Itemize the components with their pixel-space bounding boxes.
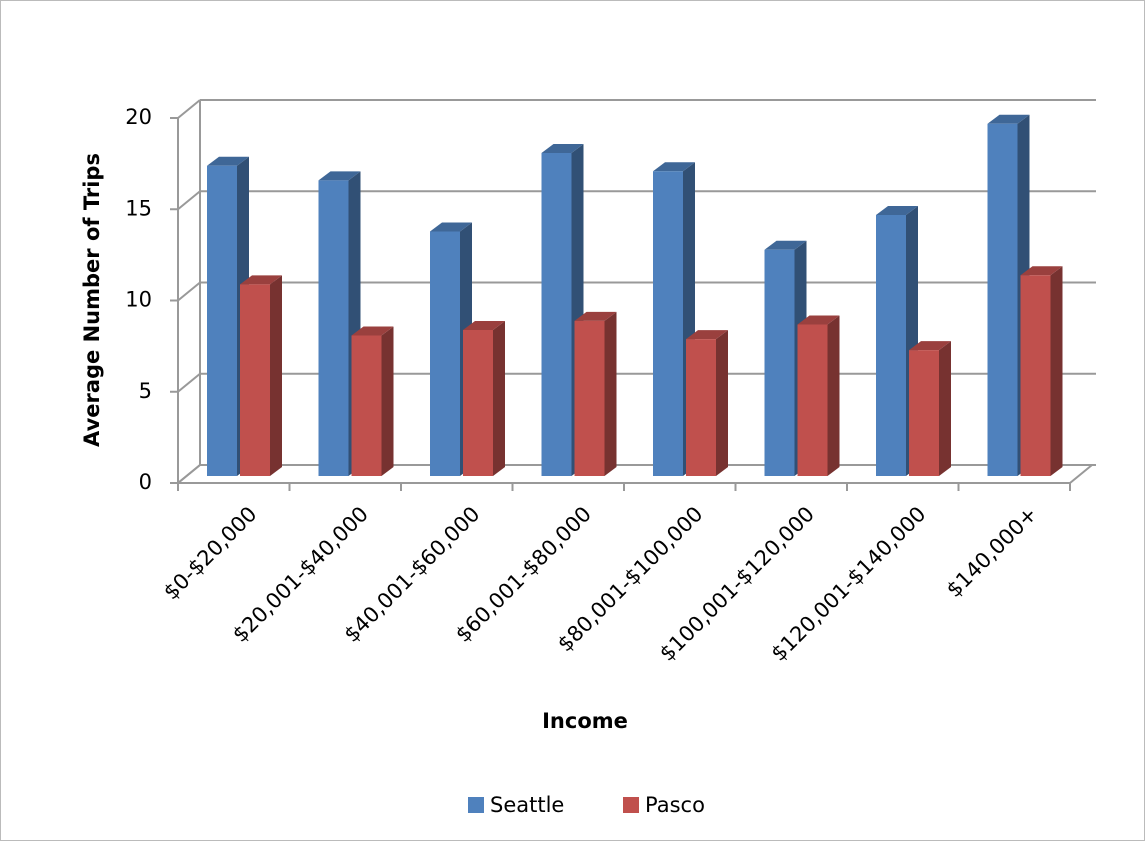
legend-label: Seattle — [490, 793, 564, 817]
bar-side — [1050, 266, 1063, 476]
bar — [463, 321, 505, 476]
bar — [909, 341, 951, 476]
bar-top — [430, 222, 472, 232]
grid-line — [177, 190, 201, 211]
y-tick-label: 10 — [125, 288, 152, 312]
bar-top — [876, 206, 918, 216]
bar-front — [1020, 275, 1051, 476]
bar-top — [797, 315, 840, 325]
bar-side — [604, 311, 617, 476]
grid-line — [177, 281, 201, 302]
legend-swatch — [623, 797, 639, 813]
bar-front — [797, 324, 828, 476]
y-tick-label: 15 — [125, 196, 152, 220]
bar — [1020, 266, 1063, 476]
bar-front — [574, 320, 605, 476]
bar-front — [876, 215, 906, 476]
bar — [240, 275, 282, 476]
bar-top — [207, 156, 249, 166]
legend-swatch — [468, 797, 484, 813]
bar-top — [909, 341, 951, 351]
bar-top — [574, 311, 617, 321]
bar-front — [653, 171, 683, 476]
bar-top — [240, 275, 282, 285]
bar — [574, 311, 617, 476]
bar-front — [351, 335, 382, 476]
bar-top — [686, 330, 728, 340]
legend-label: Pasco — [645, 793, 705, 817]
bar-front — [909, 350, 939, 476]
bar-front — [764, 249, 795, 476]
bar-front — [463, 330, 493, 476]
bar-front — [430, 231, 460, 476]
bar-side — [716, 330, 728, 476]
bar-top — [541, 143, 584, 153]
bar-front — [686, 339, 716, 476]
bar — [686, 330, 728, 476]
bar-top — [351, 326, 394, 336]
grid-line — [177, 372, 201, 393]
bar-top — [1020, 266, 1063, 276]
bar-top — [653, 162, 695, 172]
bar-side — [827, 315, 840, 476]
bar-top — [463, 321, 505, 330]
bar-front — [987, 123, 1018, 477]
y-tick-label: 5 — [139, 379, 152, 403]
bar — [797, 315, 840, 476]
bar — [351, 326, 394, 476]
x-axis-title: Income — [542, 709, 628, 733]
bar-side — [939, 341, 951, 476]
bar-side — [381, 326, 394, 476]
bar-side — [270, 275, 282, 476]
grid-line — [177, 99, 201, 119]
y-tick-label: 20 — [125, 105, 152, 129]
bar-top — [987, 114, 1030, 124]
bar-front — [318, 180, 349, 476]
bar-front — [240, 284, 270, 476]
bar-front — [207, 165, 237, 476]
bar-front — [541, 152, 572, 476]
bar-side — [493, 321, 505, 476]
y-tick-label: 0 — [139, 470, 152, 494]
grid-line — [177, 464, 201, 484]
y-axis-title: Average Number of Trips — [80, 153, 104, 447]
bar-top — [318, 171, 361, 181]
bar-top — [764, 240, 807, 250]
